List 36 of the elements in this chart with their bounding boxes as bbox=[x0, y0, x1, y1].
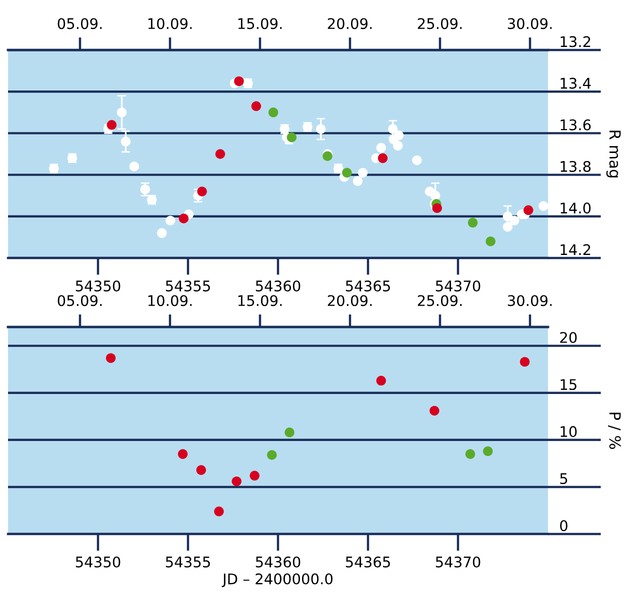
x2-tick-label: 30.09. bbox=[508, 295, 552, 306]
x2-tick-label: 25.09. bbox=[418, 18, 462, 30]
x2-tick-label: 30.09. bbox=[508, 18, 552, 30]
x-tick-label: 54370 bbox=[436, 280, 480, 292]
x2-tick-label: 05.09. bbox=[58, 18, 102, 30]
y-tick-label: 15 bbox=[560, 379, 576, 390]
y-tick-label: 13.2 bbox=[560, 36, 590, 48]
x-tick-label: 54355 bbox=[166, 280, 210, 292]
y-tick-label: 13.6 bbox=[560, 119, 591, 130]
x2-tick-label: 15.09. bbox=[238, 295, 282, 306]
x-tick-label: 54355 bbox=[166, 556, 210, 568]
x2-tick-label: 10.09. bbox=[148, 18, 192, 30]
y-tick-label: 14.2 bbox=[560, 244, 590, 255]
y-axis-title: P / % bbox=[608, 412, 621, 449]
y-tick-label: 20 bbox=[560, 332, 577, 343]
x-tick-label: 54360 bbox=[256, 556, 300, 568]
x2-tick-label: 15.09. bbox=[238, 18, 282, 30]
x-tick-label: 54360 bbox=[256, 280, 300, 292]
y-axis-title: R mag bbox=[606, 130, 621, 178]
y-tick-label: 0 bbox=[560, 520, 568, 532]
x-tick-label: 54350 bbox=[76, 280, 120, 292]
x-tick-label: 54370 bbox=[436, 556, 480, 568]
x2-tick-label: 20.09. bbox=[328, 18, 372, 30]
y-tick-label: 5 bbox=[560, 473, 568, 484]
x-tick-label: 54365 bbox=[346, 556, 390, 568]
x2-tick-label: 05.09. bbox=[58, 295, 102, 306]
x-tick-label: 54365 bbox=[346, 280, 390, 292]
x2-tick-label: 25.09. bbox=[418, 295, 462, 306]
y-tick-label: 13.4 bbox=[560, 78, 591, 89]
x-axis-title: JD – 2400000.0 bbox=[222, 573, 333, 588]
y-tick-label: 13.8 bbox=[560, 160, 591, 172]
x-tick-label: 54350 bbox=[76, 556, 120, 568]
y-tick-label: 10 bbox=[560, 426, 577, 438]
x2-tick-label: 20.09. bbox=[328, 295, 372, 306]
x2-tick-label: 10.09. bbox=[148, 295, 192, 306]
y-tick-label: 14.0 bbox=[560, 202, 591, 214]
